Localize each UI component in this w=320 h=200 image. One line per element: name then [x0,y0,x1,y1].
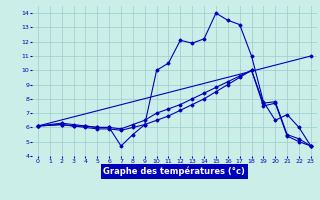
X-axis label: Graphe des températures (°c): Graphe des températures (°c) [103,167,245,176]
